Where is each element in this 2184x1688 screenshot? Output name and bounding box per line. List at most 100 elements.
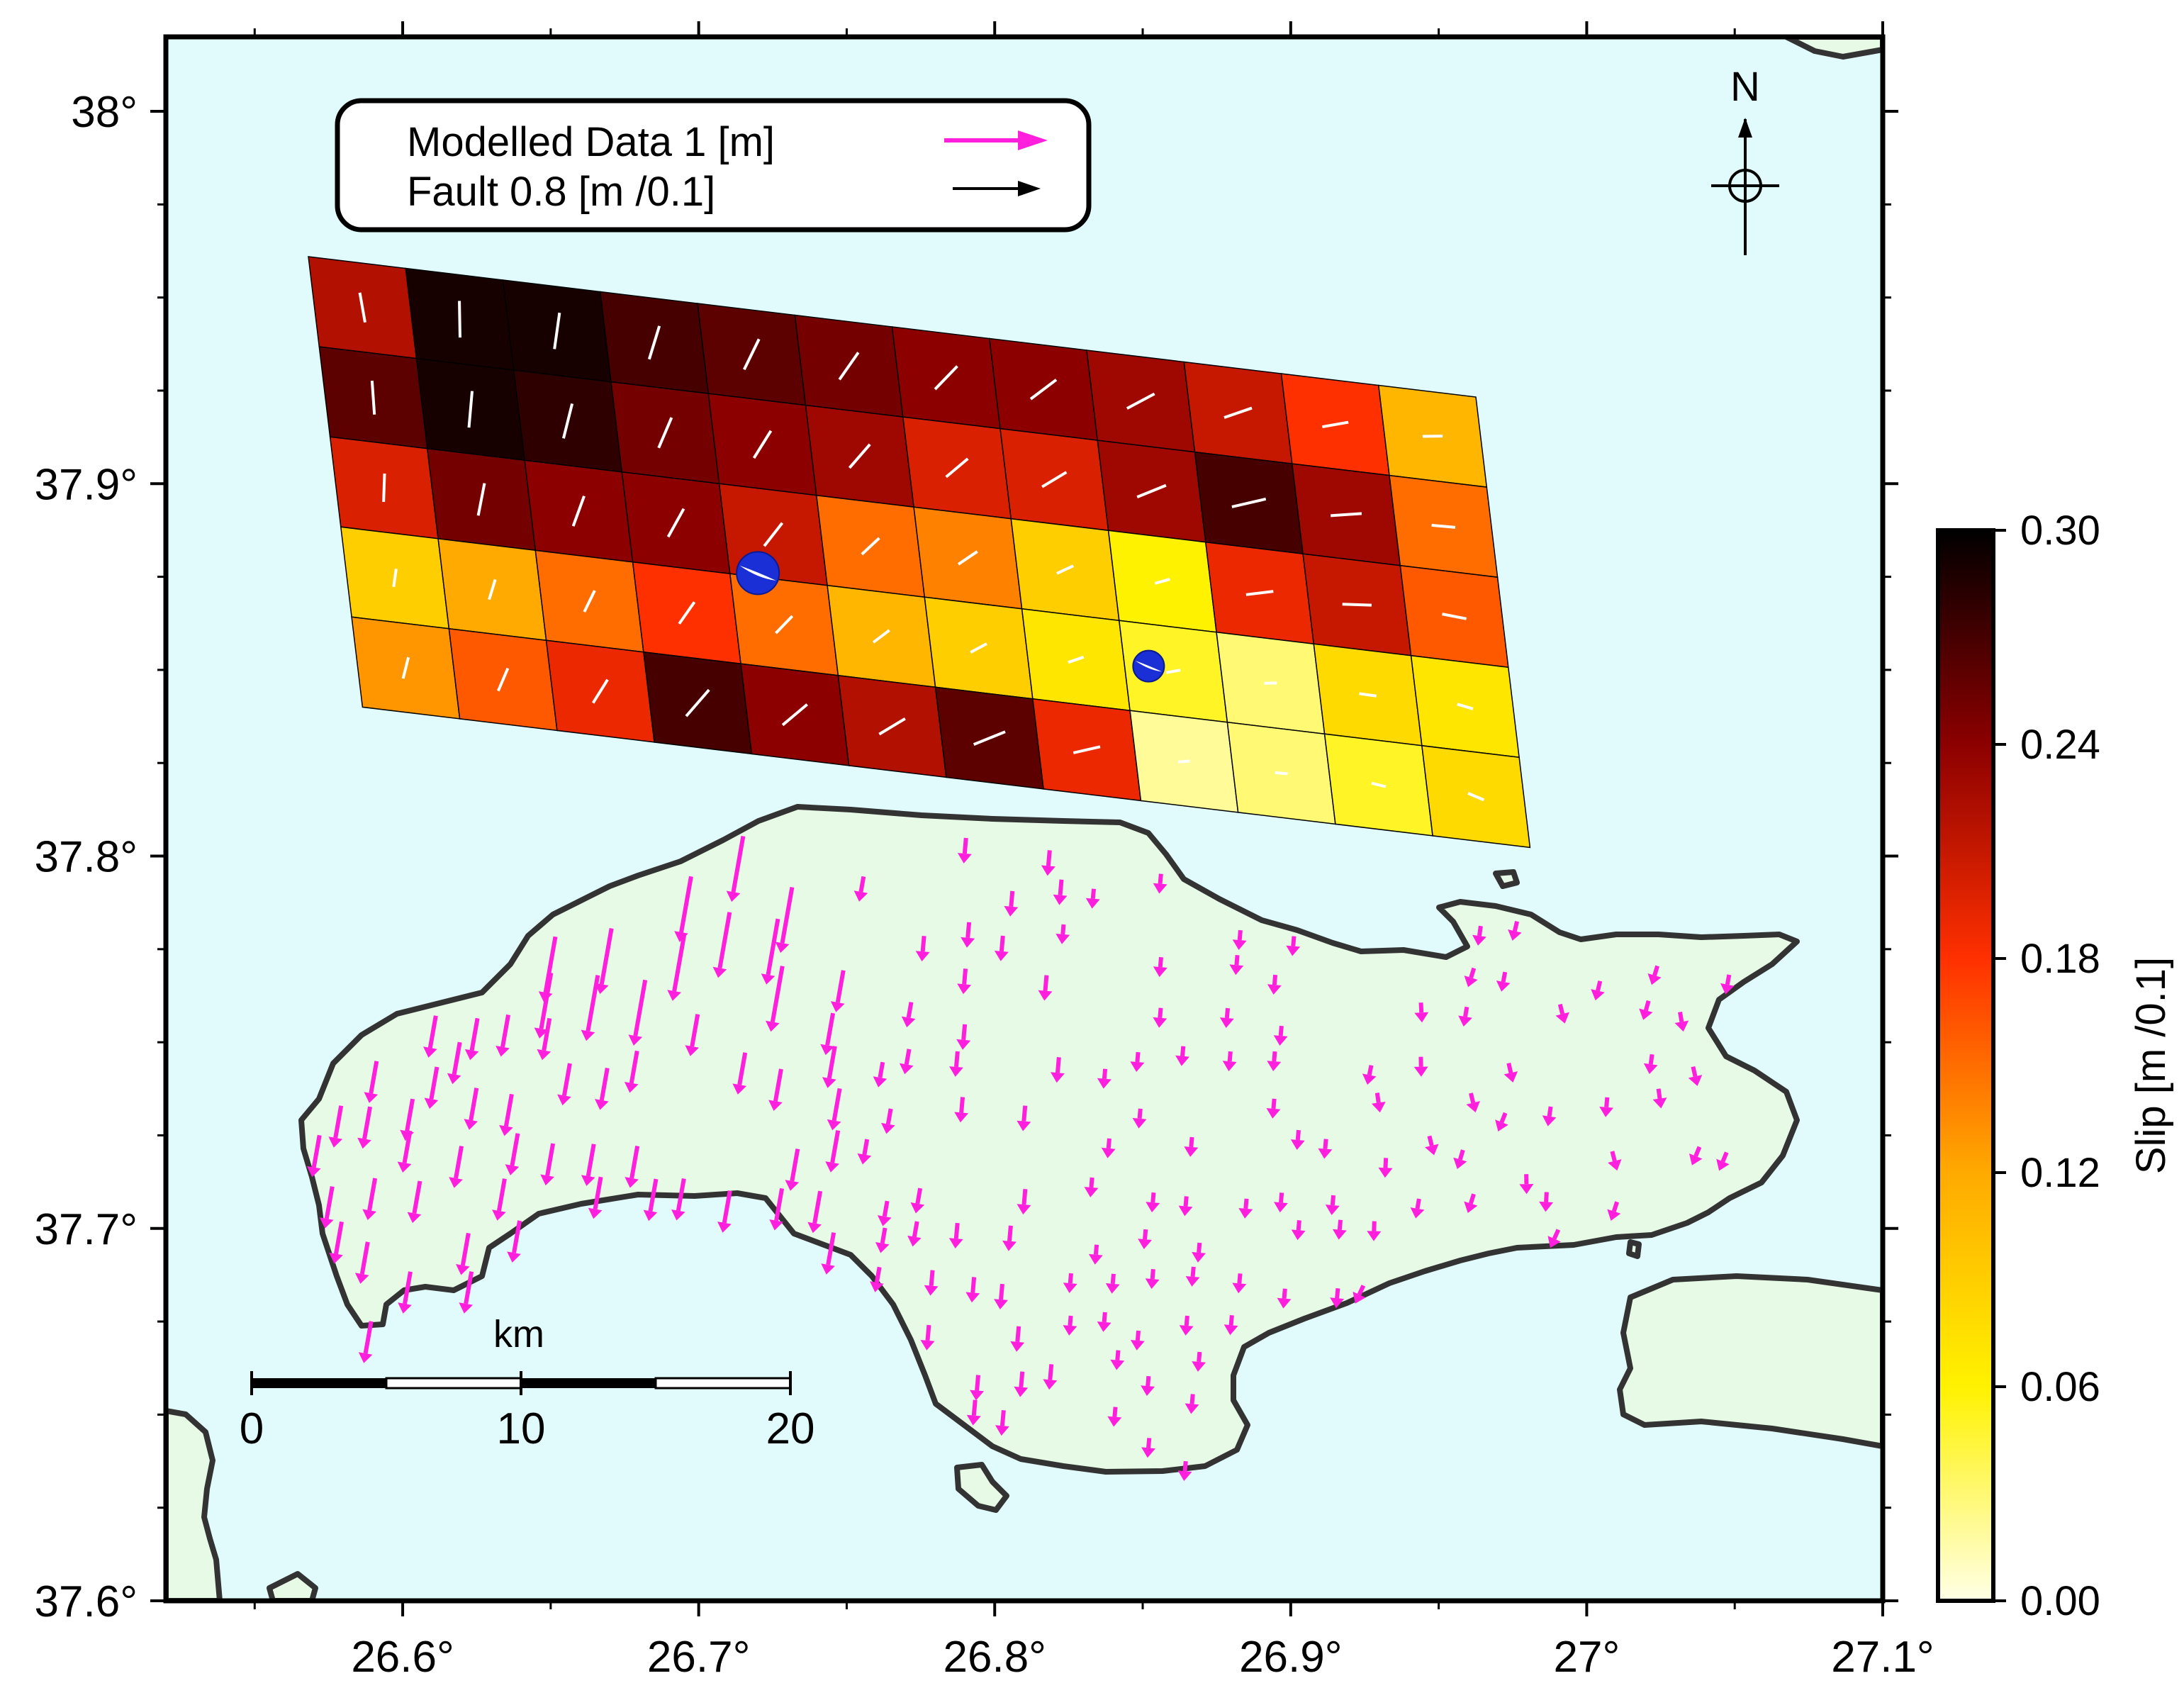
modelled-arrow-icon bbox=[1232, 1273, 1247, 1294]
fault-slip-arrow-icon bbox=[553, 312, 561, 350]
samos-island bbox=[298, 804, 1800, 1475]
modelled-arrow-icon bbox=[899, 1049, 914, 1075]
fault-slip-arrow-icon bbox=[382, 473, 386, 503]
fault-slip-arrow-icon bbox=[666, 508, 685, 538]
legend-item-modelled-label: Modelled Data 1 [m] bbox=[407, 119, 775, 165]
scale-bar: km 0 10 20 bbox=[240, 1313, 815, 1453]
fault-slip-arrow-icon bbox=[678, 601, 696, 625]
fault-slip-arrow-icon bbox=[934, 365, 958, 391]
fault-slip-arrow-icon bbox=[1245, 590, 1274, 596]
modelled-arrow-icon bbox=[948, 1222, 963, 1248]
modelled-arrow-icon bbox=[354, 1241, 370, 1284]
fault-slip-arrow-icon bbox=[1136, 484, 1167, 498]
x-tick-label: 26.8° bbox=[943, 1633, 1046, 1682]
modelled-arrow-icon bbox=[594, 928, 614, 995]
modelled-arrow-icon bbox=[970, 1375, 985, 1401]
modelled-arrow-icon bbox=[907, 1221, 922, 1247]
modelled-arrow-icon bbox=[994, 1283, 1008, 1309]
modelled-arrow-icon bbox=[328, 1105, 344, 1148]
fault-slip-arrow-icon bbox=[1431, 523, 1456, 529]
modelled-arrow-icon bbox=[1495, 1112, 1508, 1131]
scale-bar-seg-2 bbox=[385, 1377, 522, 1390]
fault-slip-arrow-icon bbox=[1154, 578, 1170, 585]
modelled-arrow-icon bbox=[540, 1143, 556, 1186]
north-arrow-icon: N bbox=[1711, 64, 1779, 255]
modelled-arrow-icon bbox=[362, 1178, 378, 1220]
y-tick-label: 37.8° bbox=[35, 833, 138, 882]
modelled-arrow-icon bbox=[1097, 1068, 1111, 1089]
fault-slip-arrow-icon bbox=[1457, 703, 1474, 710]
modelled-arrow-icon bbox=[1367, 1221, 1382, 1241]
map-area: Modelled Data 1 [m] Fault 0.8 [m /0.1] N… bbox=[166, 37, 1883, 1601]
modelled-arrow-icon bbox=[956, 1024, 971, 1050]
modelled-arrow-icon bbox=[1010, 1326, 1025, 1352]
fault-slip-arrow-icon bbox=[970, 642, 987, 654]
modelled-arrow-icon bbox=[1097, 1312, 1111, 1332]
modelled-arrow-icon bbox=[1238, 1198, 1253, 1219]
modelled-arrow-icon bbox=[957, 837, 972, 863]
fault-slip-arrow-icon bbox=[496, 667, 510, 692]
modelled-arrow-icon bbox=[1153, 956, 1167, 978]
y-tick-label: 37.9° bbox=[35, 460, 138, 509]
modelled-arrow-icon bbox=[965, 1277, 980, 1303]
modelled-arrow-icon bbox=[1519, 1174, 1534, 1195]
y-tick-label: 37.6° bbox=[35, 1577, 138, 1626]
modelled-arrow-icon bbox=[717, 1190, 732, 1233]
fault-slip-arrow-icon bbox=[571, 496, 586, 527]
modelled-arrow-icon bbox=[595, 1068, 610, 1110]
modelled-arrow-icon bbox=[1466, 1092, 1480, 1113]
fault-slip-arrow-icon bbox=[861, 537, 880, 556]
modelled-arrow-icon bbox=[1371, 1092, 1386, 1113]
modelled-arrow-icon bbox=[628, 979, 648, 1046]
fault-slip-arrow-icon bbox=[781, 703, 808, 727]
modelled-arrow-icon bbox=[957, 968, 972, 995]
map-frame bbox=[163, 34, 1886, 1604]
modelled-arrow-icon bbox=[873, 1061, 887, 1088]
modelled-arrow-icon bbox=[766, 966, 785, 1032]
modelled-arrow-icon bbox=[1101, 1138, 1116, 1158]
modelled-arrow-icon bbox=[1720, 974, 1735, 995]
modelled-arrow-icon bbox=[459, 1271, 474, 1314]
modelled-arrow-icon bbox=[1273, 1025, 1288, 1046]
modelled-arrow-icon bbox=[910, 1187, 925, 1214]
northeast-coast bbox=[1783, 37, 1883, 60]
modelled-arrow-icon bbox=[581, 975, 600, 1041]
modelled-arrow-icon bbox=[674, 876, 693, 942]
modelled-arrow-icon bbox=[1277, 1288, 1292, 1309]
scale-bar-tick-10: 10 bbox=[497, 1404, 546, 1453]
modelled-arrow-icon bbox=[1219, 1007, 1234, 1028]
modelled-arrow-icon bbox=[1017, 1105, 1031, 1131]
colorbar-tick-label: 0.30 bbox=[2020, 508, 2100, 554]
modelled-arrow-icon bbox=[625, 1146, 640, 1188]
fault-slip-arrow-icon bbox=[401, 656, 410, 679]
legend-fault-arrow-icon bbox=[953, 181, 1041, 196]
x-tick-label: 27° bbox=[1554, 1633, 1620, 1682]
modelled-arrow-icon bbox=[1547, 1229, 1561, 1248]
modelled-arrow-icon bbox=[1085, 888, 1100, 909]
y-tick-label: 37.7° bbox=[35, 1205, 138, 1254]
modelled-arrow-icon bbox=[1413, 1056, 1428, 1077]
modelled-arrow-icon bbox=[769, 1187, 785, 1231]
modelled-arrow-icon bbox=[1330, 1288, 1345, 1309]
modelled-arrow-icon bbox=[1063, 1315, 1077, 1336]
modelled-arrow-icon bbox=[1286, 936, 1301, 956]
colorbar-title: Slip [m /0.1] bbox=[2128, 957, 2174, 1174]
fault-slip-arrow-icon bbox=[1467, 792, 1485, 802]
modelled-arrow-icon bbox=[537, 1017, 552, 1061]
modelled-arrow-icon bbox=[407, 1180, 422, 1224]
colorbar-tick-label: 0.12 bbox=[2020, 1150, 2100, 1196]
modelled-arrow-icon bbox=[1041, 850, 1055, 876]
modelled-arrow-icon bbox=[1043, 1364, 1058, 1390]
legend: Modelled Data 1 [m] Fault 0.8 [m /0.1] bbox=[335, 98, 1092, 233]
modelled-arrow-icon bbox=[1716, 1151, 1730, 1171]
modelled-arrow-icon bbox=[1014, 1371, 1029, 1397]
modelled-arrow-icon bbox=[822, 1046, 837, 1088]
modelled-arrow-icon bbox=[329, 1221, 344, 1264]
fault-slip-arrow-icon bbox=[1342, 603, 1372, 607]
fault-slip-arrow-icon bbox=[1331, 512, 1362, 518]
scale-bar-tick-0: 0 bbox=[240, 1404, 264, 1453]
modelled-arrow-icon bbox=[1291, 1220, 1306, 1241]
modelled-arrow-icon bbox=[685, 1014, 700, 1056]
modelled-arrow-icon bbox=[1464, 967, 1478, 988]
